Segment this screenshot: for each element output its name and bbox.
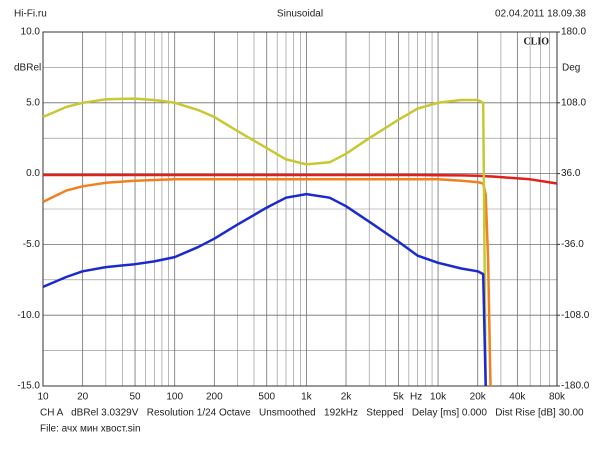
y2-axis-label: Deg	[562, 63, 580, 74]
header-right: 02.04.2011 18.09.38	[495, 9, 586, 20]
x-tick-label: 2k	[341, 392, 353, 403]
footer: CH A dBRel 3.0329V Resolution 1/24 Octav…	[40, 408, 584, 419]
x-tick-label: 200	[206, 392, 223, 403]
y2-tick-label: -36.0	[561, 239, 584, 250]
y-tick-label: -5.0	[23, 239, 41, 250]
y2-tick-label: 180.0	[561, 27, 586, 38]
x-tick-label: 80k	[549, 392, 566, 403]
y-axis-label: dBRel	[14, 63, 41, 74]
x-tick-label: 10k	[430, 392, 447, 403]
header-left: Hi-Fi.ru	[14, 9, 47, 20]
series-line	[42, 97, 487, 387]
plot-frame	[42, 31, 558, 387]
x-unit: Hz	[410, 392, 422, 403]
x-tick-label: 20k	[470, 392, 487, 403]
series-line	[42, 192, 487, 387]
x-tick-label: 500	[258, 392, 275, 403]
series-line	[42, 178, 492, 387]
x-tick-label: 20	[77, 392, 89, 403]
y2-tick-label: -180.0	[561, 381, 590, 392]
y-tick-label: 0.0	[26, 168, 40, 179]
y-tick-label: 10.0	[21, 27, 41, 38]
x-tick-label: 100	[166, 392, 183, 403]
x-tick-label: 40k	[509, 392, 526, 403]
chart-title: Sinusoidal	[277, 9, 323, 20]
y2-tick-label: 36.0	[561, 168, 581, 179]
x-tick-label: 10	[37, 392, 49, 403]
x-tick-label: 1k	[301, 392, 313, 403]
y-tick-label: -15.0	[17, 381, 40, 392]
file-name: File: ачх мин хвост.sin	[40, 424, 141, 435]
series-line	[43, 173, 558, 185]
x-tick-label: 5k	[393, 392, 405, 403]
y-tick-label: 5.0	[26, 97, 40, 108]
y2-tick-label: -108.0	[561, 310, 590, 321]
y2-tick-label: 108.0	[561, 97, 586, 108]
y-tick-label: -10.0	[17, 310, 40, 321]
brand: CLIO	[523, 36, 549, 47]
x-tick-label: 50	[129, 392, 141, 403]
